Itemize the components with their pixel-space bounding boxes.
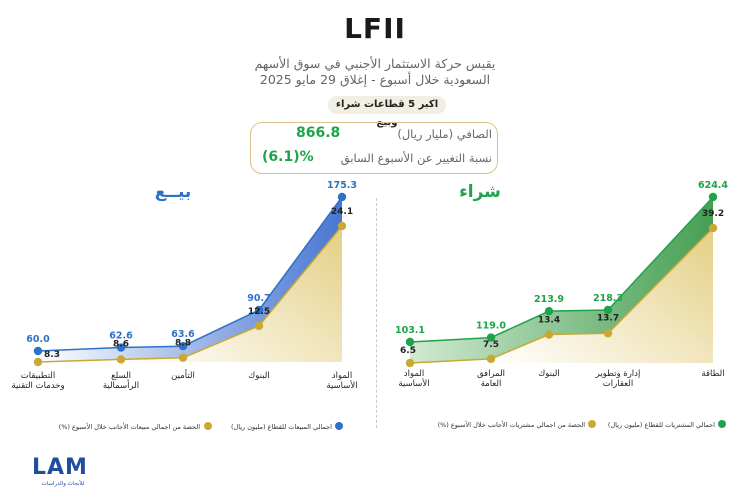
sell-legend-share-marker xyxy=(204,422,212,430)
total-point xyxy=(708,192,718,202)
page-title: LFII xyxy=(344,12,406,45)
total-point xyxy=(603,305,613,315)
share-data-label: 12.5 xyxy=(248,307,270,317)
sell-chart: 60.0 62.6 63.6 90.7 175.3 8.3 8.6 8.8 12.5 24.1 ال… xyxy=(11,180,357,391)
net-summary-box xyxy=(250,122,498,174)
subtitle-line-1: يقيس حركة الاستثمار الأجنبي في سوق الأسه… xyxy=(254,56,496,71)
category-label: البنوك xyxy=(538,369,559,379)
net-value: 866.8 xyxy=(296,125,341,141)
share-point xyxy=(486,354,496,364)
category-label: المواد الأساسية xyxy=(326,371,357,391)
share-point xyxy=(708,223,718,233)
share-area xyxy=(38,226,342,362)
share-point xyxy=(116,355,126,364)
share-data-label: 8.6 xyxy=(113,339,129,349)
total-point xyxy=(337,192,347,202)
share-point xyxy=(337,221,347,231)
buy-legend-share-marker xyxy=(588,420,596,428)
share-data-label: 6.5 xyxy=(400,346,416,356)
chart-title: شراء xyxy=(459,182,501,202)
share-point xyxy=(544,330,554,339)
buy-legend-total-marker xyxy=(718,420,726,428)
total-data-label: 60.0 xyxy=(26,334,50,345)
total-point xyxy=(405,337,415,347)
buy-legend-total: اجمالي المشتريات للقطاع (مليون ريال) xyxy=(607,421,715,429)
category-label: السلع الرأسمالية xyxy=(103,371,139,391)
share-area xyxy=(410,228,713,363)
total-data-label: 213.9 xyxy=(534,294,564,305)
total-point xyxy=(33,346,43,356)
share-point xyxy=(603,329,613,338)
lam-logo: LAM xyxy=(32,455,88,480)
change-value: (6.1)% xyxy=(262,149,314,165)
total-point xyxy=(544,306,554,316)
net-label: الصافي (مليار ريال) xyxy=(397,127,492,141)
total-data-label: 175.3 xyxy=(327,180,357,191)
buy-legend-share: الحصة من اجمالي مشتريات الأجانب خلال الأ… xyxy=(437,421,585,429)
total-data-label: 624.4 xyxy=(698,180,728,191)
category-label: إدارة وتطوير العقارات xyxy=(595,369,641,389)
subtitle-line-2: السعودية خلال أسبوع - إغلاق 29 مايو 2025 xyxy=(259,72,491,87)
sell-legend-total: اجمالي المبيعات للقطاع (مليون ريال) xyxy=(231,423,332,431)
top-sectors-pill: اكبر 5 قطاعات شراء وبيع xyxy=(328,96,446,128)
share-point xyxy=(33,357,43,367)
share-data-label: 7.5 xyxy=(483,340,499,350)
sell-legend-total-marker xyxy=(335,422,343,430)
share-data-label: 24.1 xyxy=(331,207,353,217)
share-data-label: 13.4 xyxy=(538,316,560,326)
share-data-label: 13.7 xyxy=(597,313,619,323)
category-label: البنوك xyxy=(248,371,269,381)
total-point xyxy=(178,341,188,351)
total-data-label: 63.6 xyxy=(171,329,195,340)
share-data-label: 8.3 xyxy=(44,350,60,360)
total-point xyxy=(254,305,264,315)
buy-chart: 103.1 119.0 213.9 218.3 624.4 6.5 7.5 13.4 13.7 3… xyxy=(395,180,728,389)
category-label: الطاقة xyxy=(701,369,724,379)
lam-logo-subtitle: للأبحاث والدراسات xyxy=(41,481,85,487)
total-data-label: 218.3 xyxy=(593,293,623,304)
total-point xyxy=(116,343,126,352)
total-data-label: 90.7 xyxy=(247,293,270,304)
category-label: التأمين xyxy=(171,369,195,381)
category-label: المواد الأساسية xyxy=(398,369,429,389)
change-label: نسبة التغيير عن الأسبوع السابق xyxy=(340,151,492,165)
total-band-area xyxy=(410,197,713,363)
category-label: التطبيقات وخدمات التقنية xyxy=(11,371,64,391)
share-point xyxy=(405,358,415,368)
chart-divider xyxy=(376,198,377,428)
chart-title: بيــع xyxy=(155,182,192,202)
share-data-label: 8.8 xyxy=(175,339,191,349)
share-point xyxy=(178,353,188,362)
sell-legend-share: الحصة من اجمالي مبيعات الأجانب خلال الأس… xyxy=(58,423,200,431)
total-data-label: 103.1 xyxy=(395,325,425,336)
total-data-label: 119.0 xyxy=(476,321,506,332)
total-data-label: 62.6 xyxy=(109,331,133,342)
category-label: المرافق العامة xyxy=(477,369,505,389)
share-point xyxy=(254,321,264,331)
total-point xyxy=(486,333,496,342)
share-data-label: 39.2 xyxy=(702,209,724,219)
